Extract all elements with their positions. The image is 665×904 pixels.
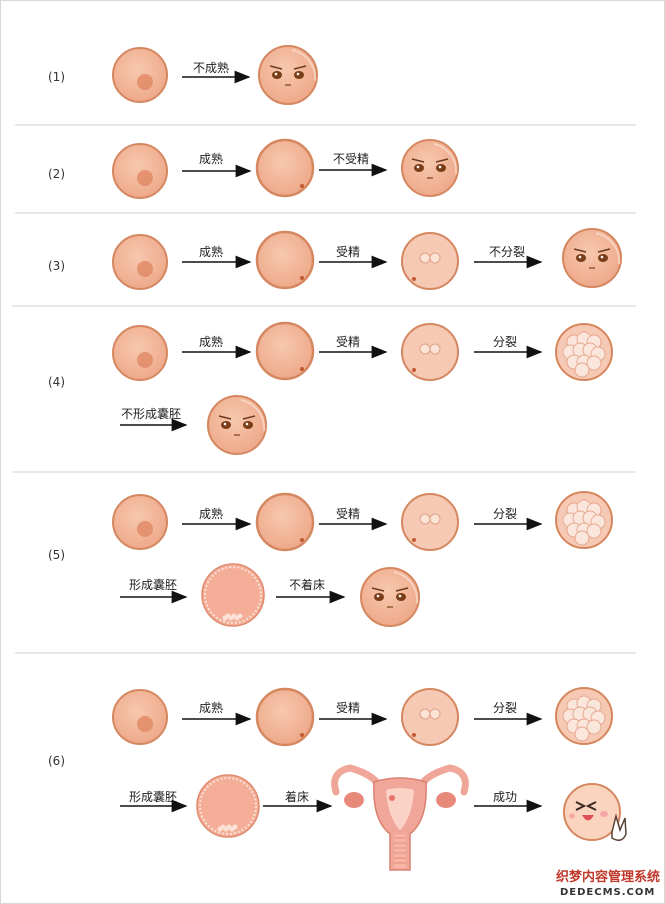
blastocyst — [201, 563, 265, 627]
watermark: 织梦内容管理系统 DEDECMS.COM — [552, 866, 660, 900]
step-label-r2-2: 不受精 — [333, 152, 369, 166]
fertilized-egg — [401, 232, 459, 290]
immature-egg — [112, 143, 168, 199]
uterus-icon — [331, 764, 469, 871]
cleaving-embryo — [555, 687, 613, 745]
fertilized-egg — [401, 323, 459, 381]
step-label-r4-4: 不形成囊胚 — [121, 406, 181, 421]
row-label-3: (3) — [48, 259, 65, 273]
fertilized-egg — [401, 493, 459, 551]
step-label-r5-2: 受精 — [336, 507, 360, 521]
step-label-r6-2: 受精 — [336, 701, 360, 715]
blastocyst — [196, 774, 260, 838]
step-label-r6-6: 成功 — [493, 790, 517, 804]
watermark-title: 织梦内容管理系统 — [556, 869, 660, 885]
immature-egg — [112, 47, 168, 103]
row-label-4: (4) — [48, 375, 65, 389]
step-label-r4-2: 受精 — [336, 335, 360, 349]
victory-hand-icon — [611, 813, 627, 841]
mature-egg — [255, 138, 315, 198]
mature-egg — [255, 492, 315, 552]
row-label-6: (6) — [48, 754, 65, 768]
step-label-r3-3: 不分裂 — [489, 245, 525, 259]
step-label-r5-5: 不着床 — [289, 577, 325, 592]
sad-egg-face-icon — [207, 395, 267, 455]
step-label-r4-1: 成熟 — [199, 334, 223, 349]
immature-egg — [112, 234, 168, 290]
happy-egg-face-icon — [563, 783, 627, 841]
sad-egg-face-icon — [562, 228, 622, 288]
step-label-r6-3: 分裂 — [493, 701, 517, 715]
watermark-domain: DEDECMS.COM — [560, 887, 655, 898]
step-label-r5-1: 成熟 — [199, 506, 223, 521]
sad-egg-face-icon — [258, 45, 318, 105]
sad-egg-face-icon — [360, 567, 420, 627]
immature-egg — [112, 494, 168, 550]
step-label-r2-1: 成熟 — [199, 151, 223, 166]
step-label-r6-1: 成熟 — [199, 700, 223, 715]
step-label-r4-3: 分裂 — [493, 335, 517, 349]
mature-egg — [255, 321, 315, 381]
sad-egg-face-icon — [401, 139, 459, 197]
row-label-1: (1) — [48, 70, 65, 84]
step-label-r6-5: 着床 — [285, 789, 309, 804]
mature-egg — [255, 687, 315, 747]
step-label-r3-1: 成熟 — [199, 244, 223, 259]
cleaving-embryo — [555, 491, 613, 549]
step-label-r5-4: 形成囊胚 — [129, 577, 177, 592]
row-separators — [12, 124, 636, 654]
step-label-r1-1: 不成熟 — [193, 60, 229, 75]
fertilized-egg — [401, 688, 459, 746]
cleaving-embryo — [555, 323, 613, 381]
step-label-r3-2: 受精 — [336, 245, 360, 259]
row-label-2: (2) — [48, 167, 65, 181]
step-label-r6-4: 形成囊胚 — [129, 789, 177, 804]
step-label-r5-3: 分裂 — [493, 507, 517, 521]
row-label-5: (5) — [48, 548, 65, 562]
mature-egg — [255, 230, 315, 290]
immature-egg — [112, 689, 168, 745]
immature-egg — [112, 325, 168, 381]
